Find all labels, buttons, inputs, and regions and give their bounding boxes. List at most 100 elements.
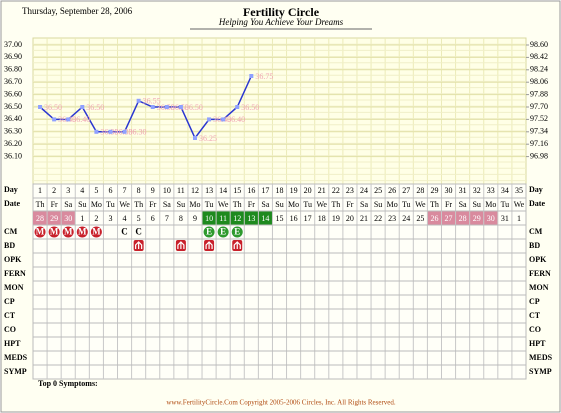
day-number: 10 bbox=[163, 186, 171, 195]
temp-point bbox=[192, 136, 197, 140]
day-number: 20 bbox=[304, 186, 312, 195]
date-number: 6 bbox=[151, 214, 155, 223]
temp-point bbox=[66, 117, 71, 122]
date-number: 27 bbox=[445, 214, 453, 223]
date-number: 3 bbox=[108, 214, 112, 223]
weekday: Th bbox=[134, 200, 143, 209]
date-highlight bbox=[230, 211, 245, 225]
date-number: 10 bbox=[205, 214, 213, 223]
date-highlight bbox=[33, 211, 48, 225]
weekday: Tu bbox=[402, 200, 411, 209]
bd-icon-glyph bbox=[233, 241, 241, 249]
date-highlight bbox=[441, 211, 456, 225]
date-number: 24 bbox=[402, 214, 410, 223]
day-number: 2 bbox=[52, 186, 56, 195]
y-tick-label: 36.50 bbox=[4, 102, 22, 111]
date-number: 12 bbox=[233, 214, 241, 223]
mark-circle bbox=[47, 225, 61, 239]
day-number: 12 bbox=[191, 186, 199, 195]
weekday: We bbox=[317, 200, 328, 209]
weekday: Su bbox=[275, 200, 283, 209]
weekday: Sa bbox=[459, 200, 467, 209]
temp-point bbox=[164, 105, 169, 109]
day-number: 19 bbox=[290, 186, 298, 195]
temp-point bbox=[235, 105, 240, 109]
date-number: 29 bbox=[50, 214, 58, 223]
weekday: Su bbox=[472, 200, 480, 209]
y-tick-label: 36.20 bbox=[4, 139, 22, 148]
y-tick-label: 36.70 bbox=[4, 77, 22, 86]
date-number: 7 bbox=[165, 214, 169, 223]
copyright: www.FertilityCircle.Com Copyright 2005-2… bbox=[166, 399, 396, 407]
day-number: 30 bbox=[445, 186, 453, 195]
temp-point bbox=[178, 105, 183, 109]
date-number: 9 bbox=[193, 214, 197, 223]
row-label: BD bbox=[4, 241, 15, 250]
temp-point bbox=[221, 117, 226, 122]
weekday: We bbox=[218, 200, 229, 209]
y2-tick-label: 98.42 bbox=[530, 52, 548, 61]
y-tick-label: 36.80 bbox=[4, 65, 22, 74]
observation-mark: M bbox=[78, 227, 87, 237]
day-number: 13 bbox=[205, 186, 213, 195]
row-label: Date bbox=[529, 199, 545, 208]
day-number: 23 bbox=[346, 186, 354, 195]
row-label: CT bbox=[4, 311, 16, 320]
date-highlight bbox=[202, 211, 217, 225]
row-label: HPT bbox=[529, 339, 546, 348]
weekday: Th bbox=[430, 200, 439, 209]
weekday: We bbox=[514, 200, 525, 209]
date-highlight bbox=[244, 211, 259, 225]
temp-label: 36.55 bbox=[143, 97, 161, 106]
day-number: 14 bbox=[219, 186, 227, 195]
date-highlight bbox=[427, 211, 442, 225]
weekday: Mo bbox=[91, 200, 102, 209]
temp-label: 36.50 bbox=[185, 103, 203, 112]
weekday: Su bbox=[78, 200, 86, 209]
day-number: 16 bbox=[247, 186, 255, 195]
date-highlight bbox=[61, 211, 76, 225]
row-label: SYMP bbox=[4, 367, 27, 376]
weekday: Tu bbox=[303, 200, 312, 209]
weekday: Tu bbox=[106, 200, 115, 209]
day-number: 27 bbox=[402, 186, 410, 195]
temp-line bbox=[39, 75, 253, 140]
mark-circle bbox=[33, 225, 47, 239]
weekday: We bbox=[415, 200, 426, 209]
bd-icon-glyph bbox=[177, 241, 185, 249]
weekday: Fr bbox=[149, 200, 156, 209]
date-number: 4 bbox=[123, 214, 127, 223]
bd-icon-glyph bbox=[135, 241, 143, 249]
row-label: Date bbox=[4, 199, 20, 208]
day-number: 7 bbox=[123, 186, 127, 195]
date-number: 28 bbox=[36, 214, 44, 223]
y2-tick-label: 98.06 bbox=[530, 77, 548, 86]
day-number: 3 bbox=[66, 186, 70, 195]
temp-point bbox=[150, 105, 155, 109]
observation-mark: M bbox=[36, 227, 45, 237]
temp-label: 36.75 bbox=[255, 72, 273, 81]
observation-mark: M bbox=[64, 227, 73, 237]
day-number: 24 bbox=[360, 186, 368, 195]
temp-label: 36.40 bbox=[227, 115, 245, 124]
y2-tick-label: 98.24 bbox=[530, 65, 548, 74]
weekday: Su bbox=[177, 200, 185, 209]
weekday: Sa bbox=[261, 200, 269, 209]
temp-label: 36.30 bbox=[129, 128, 147, 137]
y2-tick-label: 97.52 bbox=[530, 114, 548, 123]
temp-point bbox=[122, 129, 127, 134]
date-highlight bbox=[258, 211, 273, 225]
y-tick-label: 37.00 bbox=[4, 40, 22, 49]
observation-mark: E bbox=[206, 227, 212, 237]
day-number: 11 bbox=[177, 186, 185, 195]
y2-tick-label: 97.88 bbox=[530, 89, 548, 98]
date-number: 19 bbox=[332, 214, 340, 223]
weekday: Fr bbox=[346, 200, 353, 209]
weekday: Th bbox=[233, 200, 242, 209]
title: Fertility Circle bbox=[243, 5, 320, 19]
day-number: 9 bbox=[151, 186, 155, 195]
bd-icon-glyph bbox=[205, 241, 213, 249]
date-highlight bbox=[216, 211, 231, 225]
day-number: 6 bbox=[108, 186, 112, 195]
